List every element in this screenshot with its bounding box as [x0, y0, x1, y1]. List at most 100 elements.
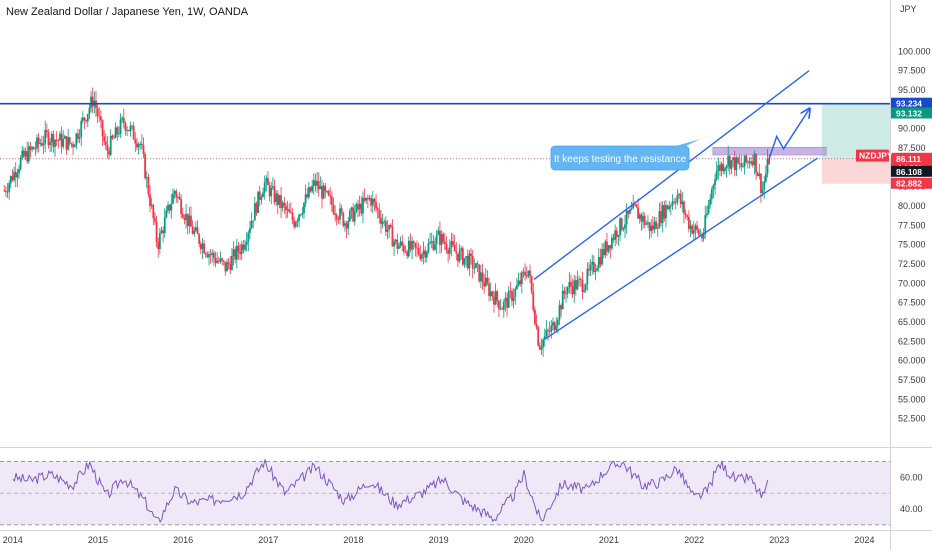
candle-body	[337, 219, 340, 221]
candle-body	[119, 119, 122, 134]
candle-body	[4, 190, 7, 192]
channel-lower-line[interactable]	[544, 157, 818, 340]
candle-body	[710, 189, 713, 200]
candle-body	[470, 253, 472, 256]
rsi-line	[12, 459, 769, 523]
candle-body	[150, 204, 153, 207]
candle-body	[265, 178, 268, 183]
price-badge	[891, 107, 932, 119]
candle-body	[88, 108, 91, 114]
chart-title: New Zealand Dollar / Japanese Yen, 1W, O…	[6, 6, 249, 18]
candle-body	[461, 248, 464, 265]
candle-body	[599, 257, 602, 265]
candle-body	[737, 157, 739, 164]
candle-body	[499, 308, 502, 310]
candle-body	[311, 185, 314, 192]
candle-body	[299, 214, 302, 216]
candle-body	[80, 120, 83, 137]
time-tick-label: 2021	[599, 535, 619, 545]
candle-body	[91, 96, 94, 107]
candle-body	[365, 197, 368, 201]
symbol-badge	[856, 149, 889, 162]
candle-body	[719, 165, 721, 171]
candle-body	[620, 218, 623, 230]
candle-body	[681, 201, 684, 205]
candle-body	[276, 193, 279, 205]
candle-body	[283, 202, 286, 206]
candle-body	[344, 223, 346, 226]
candle-body	[258, 191, 261, 200]
candle-body	[149, 194, 151, 207]
candle-body	[532, 291, 535, 310]
candle-body	[509, 290, 512, 292]
main-pane[interactable]	[0, 0, 890, 447]
candle-body	[263, 182, 266, 193]
candle-body	[678, 193, 680, 196]
candle-body	[455, 251, 458, 254]
callout[interactable]: It keeps testing the resistance	[550, 139, 700, 171]
resistance-zone[interactable]	[712, 146, 827, 156]
candle-body	[134, 139, 137, 144]
candle-body	[224, 261, 227, 272]
candle-body	[604, 241, 607, 256]
candle-body	[332, 204, 335, 214]
candle-body	[368, 198, 371, 200]
candle-body	[124, 122, 127, 131]
candle-body	[386, 229, 389, 232]
candle-body	[658, 211, 661, 228]
candle-body	[738, 163, 741, 164]
projection-arrow[interactable]	[768, 109, 809, 160]
candle-body	[321, 186, 323, 199]
candle-body	[352, 207, 355, 222]
candle-body	[6, 191, 9, 193]
candle-body	[727, 156, 730, 166]
price-badge	[891, 97, 932, 109]
candle-body	[732, 157, 734, 161]
candle-body	[70, 143, 73, 145]
price-badge-text: 93.132	[896, 108, 922, 118]
candle-body	[491, 291, 494, 297]
candle-body	[14, 171, 17, 178]
candle-body	[501, 308, 504, 310]
candle-body	[437, 230, 440, 235]
candle-body	[699, 234, 702, 236]
candle-body	[760, 173, 762, 193]
candle-body	[468, 253, 471, 269]
candle-body	[748, 161, 751, 164]
candle-body	[764, 173, 767, 182]
candle-body	[728, 156, 731, 169]
candle-body	[208, 254, 210, 258]
candle-body	[442, 234, 445, 242]
candle-body	[517, 280, 520, 286]
candle-body	[316, 181, 318, 186]
candle-body	[414, 242, 417, 248]
candle-body	[106, 144, 109, 152]
candle-body	[126, 130, 128, 131]
candle-body	[257, 191, 260, 213]
channel-upper-line[interactable]	[533, 70, 810, 281]
candle-body	[326, 190, 328, 192]
candle-body	[630, 208, 633, 210]
candle-body	[358, 203, 361, 210]
candle-body	[157, 241, 160, 250]
candle-body	[155, 221, 158, 242]
candle-body	[417, 247, 420, 255]
callout-box[interactable]	[550, 145, 690, 171]
candle-body	[196, 227, 199, 235]
candle-body	[167, 204, 169, 211]
candle-body	[145, 177, 148, 179]
time-axis-ticks: 2014 2015 2016 2017 2018 2019 2020 2021 2022 2023…	[3, 535, 875, 545]
candle-body	[240, 244, 243, 254]
candle-body	[77, 133, 79, 139]
candle-body	[494, 291, 497, 305]
price-tick-label: 70.000	[898, 278, 926, 288]
price-tick-label: 60.000	[898, 356, 926, 366]
candle-body	[160, 230, 163, 234]
position-loss-box[interactable]	[821, 158, 890, 184]
candle-body	[666, 205, 669, 210]
candle-body	[131, 125, 133, 127]
candle-body	[707, 204, 710, 214]
candle-body	[360, 203, 363, 214]
candle-body	[563, 290, 566, 294]
